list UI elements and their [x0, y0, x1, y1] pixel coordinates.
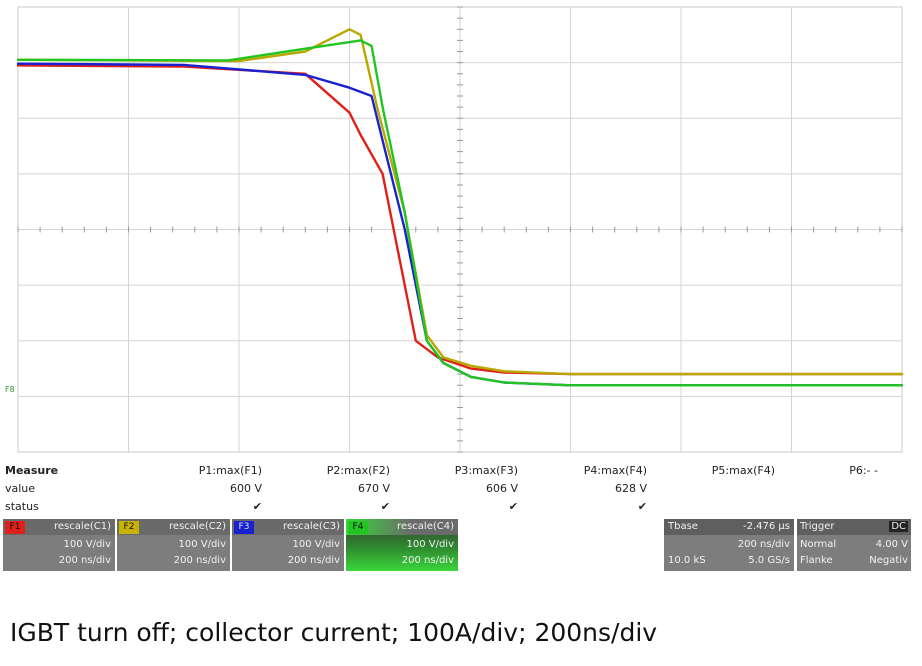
measure-status-p4: ✔	[637, 500, 647, 513]
trace-group	[16, 28, 904, 387]
measure-status-p3: ✔	[508, 500, 518, 513]
measure-row-label-status: status	[5, 500, 39, 513]
timebase-samples: 10.0 kS	[668, 555, 706, 566]
channel-panel-f1[interactable]: F1 rescale(C1) 100 V/div 200 ns/div	[3, 519, 115, 571]
channel-vdiv-f1: 100 V/div	[63, 539, 111, 550]
timebase-rate: 5.0 GS/s	[748, 555, 790, 566]
measure-name-p5: P5:max(F4)	[711, 464, 775, 477]
channel-title-f2: rescale(C2)	[169, 521, 226, 532]
measure-name-p6: P6:- -	[849, 464, 878, 477]
channel-title-f3: rescale(C3)	[283, 521, 340, 532]
trigger-edge-label: Flanke	[800, 555, 833, 566]
measure-name-p1: P1:max(F1)	[198, 464, 262, 477]
channel-vdiv-f3: 100 V/div	[292, 539, 340, 550]
trigger-coupling: DC	[889, 521, 908, 532]
trace-line-4	[16, 39, 904, 387]
plot-grid	[17, 6, 903, 453]
channel-tag-f3: F3	[234, 521, 254, 534]
trigger-slope: Negativ	[869, 555, 908, 566]
channel-tag-f1: F1	[5, 521, 25, 534]
measure-name-p2: P2:max(F2)	[326, 464, 390, 477]
trigger-panel[interactable]: Trigger DC Normal 4.00 V Flanke Negativ	[797, 519, 911, 571]
timebase-per-div: 200 ns/div	[737, 539, 790, 550]
channel-tag-f2: F2	[119, 521, 139, 534]
timebase-panel[interactable]: Tbase -2.476 µs 200 ns/div 10.0 kS 5.0 G…	[664, 519, 794, 571]
measure-value-p4: 628 V	[614, 482, 647, 495]
channel-panel-f4[interactable]: F4 rescale(C4) 100 V/div 200 ns/div	[346, 519, 458, 571]
trigger-label: Trigger	[800, 521, 835, 532]
channel-tdiv-f2: 200 ns/div	[173, 555, 226, 566]
measure-title: Measure	[5, 464, 59, 477]
measure-status-p1: ✔	[252, 500, 262, 513]
oscilloscope-plot: F8	[5, 6, 904, 453]
figure-caption: IGBT turn off; collector current; 100A/d…	[10, 618, 658, 647]
measure-table: Measure value status P1:max(F1) 600 V ✔ P2:…	[0, 464, 922, 520]
measure-name-p3: P3:max(F3)	[454, 464, 518, 477]
channel-tdiv-f3: 200 ns/div	[287, 555, 340, 566]
channel-title-f4: rescale(C4)	[397, 521, 454, 532]
channel-panel-f3[interactable]: F3 rescale(C3) 100 V/div 200 ns/div	[232, 519, 344, 571]
measure-value-p2: 670 V	[357, 482, 390, 495]
timebase-label: Tbase	[668, 521, 698, 532]
trigger-level: 4.00 V	[875, 539, 908, 550]
measure-name-p4: P4:max(F4)	[583, 464, 647, 477]
channel-tdiv-f1: 200 ns/div	[58, 555, 111, 566]
channel-vdiv-f2: 100 V/div	[178, 539, 226, 550]
channel-title-f1: rescale(C1)	[54, 521, 111, 532]
timebase-offset: -2.476 µs	[743, 521, 790, 532]
measure-value-p3: 606 V	[485, 482, 518, 495]
channel-vdiv-f4: 100 V/div	[406, 539, 454, 550]
measure-status-p2: ✔	[380, 500, 390, 513]
trigger-mode: Normal	[800, 539, 837, 550]
channel-tdiv-f4: 200 ns/div	[401, 555, 454, 566]
measure-value-p1: 600 V	[229, 482, 262, 495]
measure-row-label-value: value	[5, 482, 36, 495]
trace-marker-label: F8	[5, 385, 15, 394]
channel-panel-f2[interactable]: F2 rescale(C2) 100 V/div 200 ns/div	[117, 519, 230, 571]
channel-tag-f4: F4	[348, 521, 368, 534]
